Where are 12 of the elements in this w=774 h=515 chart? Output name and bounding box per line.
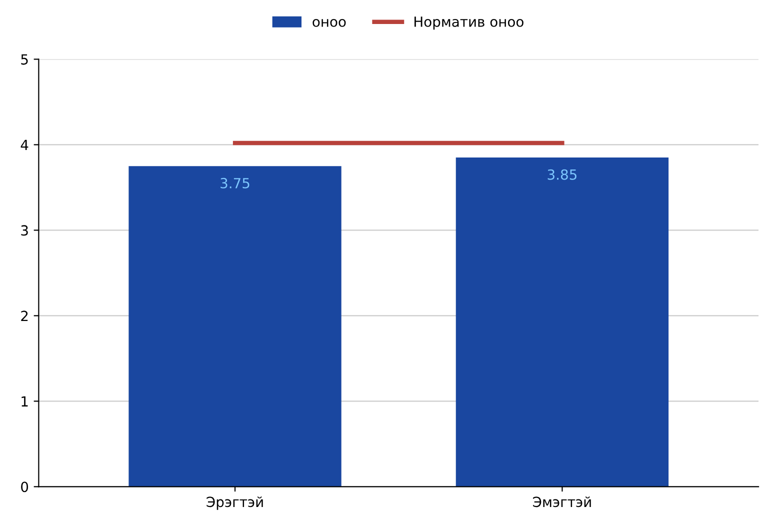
text: 3.85 <box>548 169 576 180</box>
y-tick-label: 1 <box>22 396 28 406</box>
y-tick-label: 0 <box>21 482 28 492</box>
y-tick-label: 2 <box>21 310 28 321</box>
legend-label: Норматив оноо <box>414 16 524 30</box>
legend-label: оноо <box>312 18 346 27</box>
y-tick-label: 4 <box>20 140 28 150</box>
y-tick-label: 5 <box>21 54 28 65</box>
x-tick-label: Эмэгтэй <box>533 496 591 508</box>
y-tick-label: 3 <box>21 225 28 236</box>
x-tick-label: Эрэгтэй <box>206 496 263 510</box>
text: 3.75 <box>220 178 250 188</box>
